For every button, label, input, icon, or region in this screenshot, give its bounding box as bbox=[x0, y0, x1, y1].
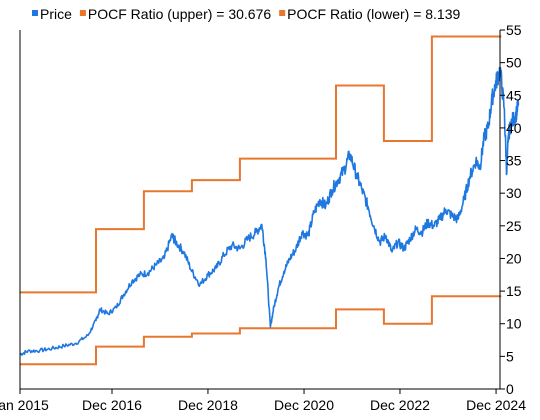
x-tick-label: Dec 2018 bbox=[178, 397, 238, 413]
series-line-price bbox=[19, 66, 520, 356]
x-tick-label: Jan 2015 bbox=[0, 397, 49, 413]
x-axis: Jan 2015 Dec 2016 Dec 2018 Dec 2020 Dec 2022… bbox=[0, 388, 526, 413]
y-tick-label: 10 bbox=[506, 316, 522, 332]
legend-label: POCF Ratio (lower) = 8.139 bbox=[287, 6, 460, 22]
plot-area bbox=[19, 35, 520, 366]
series-line-upper bbox=[20, 35, 502, 294]
y-axis: 0 5 10 15 20 25 30 35 40 45 50 55 bbox=[19, 22, 522, 397]
y-tick-label: 0 bbox=[506, 381, 514, 397]
x-tick-label: Dec 2020 bbox=[274, 397, 334, 413]
y-tick-label: 45 bbox=[506, 87, 522, 103]
y-tick-label: 55 bbox=[506, 22, 522, 38]
legend-swatch bbox=[32, 10, 38, 16]
chart-legend: Price POCF Ratio (upper) = 30.676 POCF Rat… bbox=[32, 6, 461, 22]
y-tick-label: 30 bbox=[506, 185, 522, 201]
y-tick-label: 50 bbox=[506, 55, 522, 71]
y-tick-label: 5 bbox=[506, 348, 514, 364]
y-tick-label: 20 bbox=[506, 250, 522, 266]
legend-swatch bbox=[79, 10, 86, 16]
legend-item-lower: POCF Ratio (lower) = 8.139 bbox=[279, 6, 461, 22]
y-tick-label: 15 bbox=[506, 283, 522, 299]
y-tick-label: 40 bbox=[506, 120, 522, 136]
legend-item-upper: POCF Ratio (upper) = 30.676 bbox=[79, 6, 271, 22]
legend-swatch bbox=[279, 10, 286, 16]
y-tick-label: 35 bbox=[506, 153, 522, 169]
y-tick-label: 25 bbox=[506, 218, 522, 234]
x-tick-label: Dec 2024 bbox=[466, 397, 526, 413]
legend-label: Price bbox=[40, 6, 72, 22]
legend-label: POCF Ratio (upper) = 30.676 bbox=[88, 6, 271, 22]
x-tick-label: Dec 2016 bbox=[82, 397, 142, 413]
legend-item-price: Price bbox=[32, 6, 72, 22]
x-tick-label: Dec 2022 bbox=[370, 397, 430, 413]
series-line-lower bbox=[20, 295, 502, 366]
